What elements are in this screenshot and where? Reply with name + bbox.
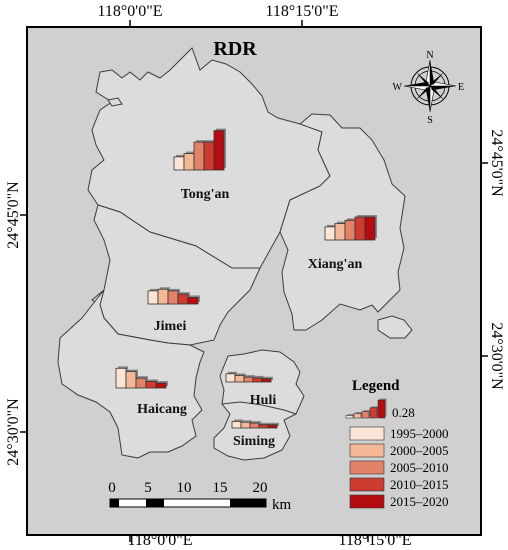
legend-swatch [349, 426, 385, 441]
bar-jimei-1 [157, 288, 169, 305]
bar-huli-1 [234, 375, 245, 383]
label-huli: Huli [250, 393, 277, 408]
compass-w: W [393, 82, 403, 93]
legend-items: 1995–2000 2000–2005 2005–2010 2010–2015 2015… [349, 426, 449, 509]
label-xiangan: Xiang'an [308, 257, 363, 272]
bar-group-xiangan [324, 215, 377, 241]
scale-segment [146, 499, 164, 507]
legend-mini-bar-2 [361, 411, 370, 419]
coord-bottom-1: 118°0'0"E [128, 532, 193, 549]
scale-segment [110, 499, 119, 507]
bar-siming-2 [249, 422, 260, 429]
legend-max-label: 0.28 [392, 405, 415, 420]
scale-segment [230, 499, 266, 507]
bar-siming-4 [267, 424, 278, 429]
huli-siming-divider [221, 401, 297, 415]
coord-top-1: 118°0'0"E [98, 3, 163, 20]
coord-top-2: 118°15'0"E [266, 3, 339, 20]
coord-left-1: 24°45'0"N [5, 181, 22, 249]
coord-right-1: 24°45'0"N [488, 129, 505, 197]
bar-tongan-2 [193, 141, 205, 171]
bar-xiangan-4 [364, 216, 376, 241]
bar-huli-4 [261, 378, 272, 383]
bar-jimei-0 [147, 290, 159, 305]
legend-item-label: 2010–2015 [390, 477, 449, 492]
legend-item-label: 1995–2000 [390, 426, 449, 441]
legend-item-label: 2000–2005 [390, 443, 449, 458]
legend-swatch [349, 460, 385, 475]
legend-item: 2005–2010 [349, 460, 449, 475]
bar-haicang-3 [145, 381, 157, 389]
bar-siming-3 [258, 424, 269, 429]
compass-n: N [426, 50, 433, 61]
bar-haicang-0 [115, 367, 127, 389]
legend-mini-bar-3 [369, 407, 378, 419]
legend-swatch [349, 477, 385, 492]
legend-mini-bar-1 [353, 413, 362, 419]
scale-label: 10 [177, 480, 192, 496]
bar-group-tongan [173, 128, 226, 171]
bar-tongan-4 [213, 130, 225, 171]
bar-haicang-2 [135, 377, 147, 389]
islet-northwest [107, 97, 123, 107]
compass-s: S [427, 115, 433, 126]
legend-mini-bar-4 [377, 399, 386, 419]
bar-haicang-4 [155, 382, 167, 389]
bar-group-siming [231, 419, 279, 429]
label-siming: Siming [233, 434, 275, 449]
scale-bar: 0 5 10 15 20 km [108, 480, 291, 513]
bar-siming-1 [240, 421, 251, 429]
district-bar-charts [115, 128, 377, 429]
bar-xiangan-3 [354, 216, 366, 241]
legend-item: 2000–2005 [349, 443, 449, 458]
legend-item: 2010–2015 [349, 477, 449, 492]
legend-scale-bars [345, 398, 387, 419]
coord-left-2: 24°30'0"N [5, 398, 22, 466]
compass-e: E [458, 82, 464, 93]
legend-title: Legend [352, 378, 400, 394]
bar-xiangan-2 [344, 219, 356, 241]
bar-huli-3 [252, 377, 263, 383]
bar-xiangan-0 [324, 226, 336, 241]
frame-ticks [20, 20, 488, 542]
label-haicang: Haicang [137, 402, 187, 417]
coord-right-2: 24°30'0"N [488, 322, 505, 390]
legend: Legend 0.28 1995–2000 2000–2005 2005–2010 2… [345, 378, 449, 509]
label-jimei: Jimei [154, 319, 187, 334]
islet-east [377, 315, 413, 339]
bar-jimei-3 [177, 293, 189, 305]
legend-item-label: 2015–2020 [390, 494, 449, 509]
scale-label: 5 [144, 480, 152, 496]
bar-jimei-2 [167, 290, 179, 305]
scale-label: 0 [108, 480, 116, 496]
bar-tongan-3 [203, 141, 215, 171]
label-tongan: Tong'an [181, 187, 230, 202]
bar-haicang-1 [125, 371, 137, 389]
bar-tongan-0 [173, 156, 185, 171]
bar-huli-0 [225, 373, 236, 383]
scale-label: 20 [253, 480, 268, 496]
bar-group-jimei [147, 287, 200, 305]
scale-unit: km [272, 497, 292, 513]
scale-label: 15 [213, 480, 228, 496]
bar-jimei-4 [187, 297, 199, 305]
map-title: RDR [213, 38, 257, 60]
bar-group-huli [225, 371, 273, 383]
legend-item-label: 2005–2010 [390, 460, 449, 475]
compass-icon: N S E W [393, 50, 465, 126]
legend-mini-bar-0 [345, 415, 354, 419]
legend-swatch [349, 494, 385, 509]
bar-huli-2 [243, 376, 254, 383]
bar-tongan-1 [183, 153, 195, 171]
bar-siming-0 [231, 421, 242, 429]
legend-item: 2015–2020 [349, 494, 449, 509]
bar-group-haicang [115, 366, 168, 389]
legend-swatch [349, 443, 385, 458]
coord-bottom-2: 118°15'0"E [339, 532, 412, 549]
bar-xiangan-1 [334, 223, 346, 241]
legend-item: 1995–2000 [349, 426, 449, 441]
